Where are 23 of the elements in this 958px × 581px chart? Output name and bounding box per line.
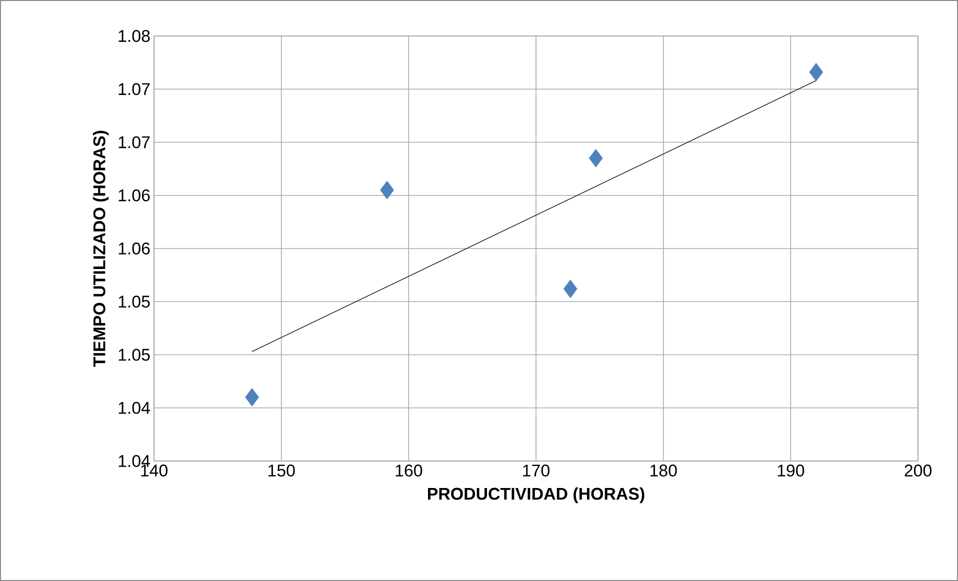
x-tick-label: 200 [904, 464, 932, 477]
point [563, 280, 578, 298]
x-tick-label: 150 [268, 464, 295, 477]
y-tick-label: 1.06 [118, 242, 150, 254]
y-axis-title: TIEMPO UTILIZADO (HORAS) [92, 130, 109, 367]
point [245, 388, 259, 406]
y-tick-label: 1.04 [118, 455, 150, 468]
x-axis-title: PRODUCTIVIDAD (HORAS) [428, 487, 644, 504]
x-tick-label: 180 [650, 464, 677, 477]
y-tick-label: 1.06 [118, 189, 150, 202]
y-tick-label: 1.05 [118, 296, 150, 308]
x-tick-label: 190 [778, 464, 804, 477]
y-tick-label: 1.04 [118, 402, 150, 414]
x-tick-label: 170 [523, 464, 550, 477]
y-tick-label: 1.07 [118, 136, 150, 148]
x-tick-label: 140 [141, 464, 168, 477]
y-tick-label: 1.07 [118, 83, 150, 96]
point [809, 62, 824, 82]
point [380, 180, 394, 200]
x-tick-label: 160 [396, 464, 422, 477]
point [588, 148, 603, 168]
y-tick-label: 1.05 [118, 348, 150, 361]
y-tick-label: 1.08 [118, 30, 150, 42]
